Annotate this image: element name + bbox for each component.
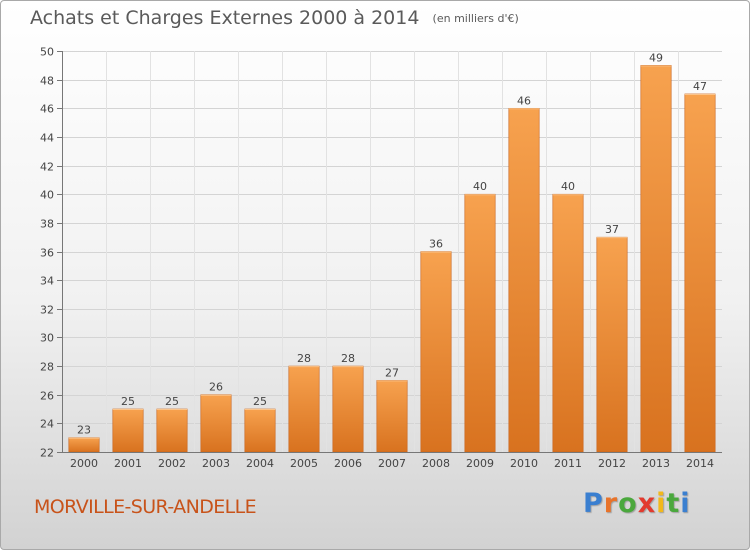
chart-header: Achats et Charges Externes 2000 à 2014 (… (30, 7, 519, 29)
y-tick-label: 48 (40, 75, 54, 88)
data-label: 27 (385, 366, 399, 379)
axes: 22 24 26 28 30 32 34 36 38 40 42 44 46 48 50 2000 2001 20… (40, 46, 722, 470)
bars (68, 65, 716, 453)
x-tick-label: 2012 (598, 457, 626, 470)
y-tick-label: 30 (40, 332, 54, 345)
x-tick-label: 2008 (422, 457, 450, 470)
data-labels: 23 25 25 26 25 28 28 27 36 40 46 40 37 49 47 (77, 51, 707, 436)
x-tick-label: 2001 (114, 457, 142, 470)
y-tick-label: 26 (40, 390, 54, 403)
bar (508, 107, 540, 453)
y-tick-label: 22 (40, 447, 54, 460)
x-tick-label: 2005 (290, 457, 318, 470)
commune-name: MORVILLE-SUR-ANDELLE (34, 496, 257, 518)
y-tick-label: 42 (40, 161, 54, 174)
data-label: 37 (605, 223, 619, 236)
bar (68, 437, 100, 453)
bar (420, 251, 452, 453)
data-label: 28 (341, 352, 355, 365)
y-tick-label: 32 (40, 304, 54, 317)
data-label: 47 (693, 80, 707, 93)
logo-letter: r (603, 488, 619, 519)
y-tick-label: 50 (40, 46, 54, 59)
y-tick-label: 24 (40, 418, 54, 431)
y-tick-label: 46 (40, 103, 54, 116)
x-tick-label: 2010 (510, 457, 538, 470)
bar (464, 193, 496, 453)
x-tick-label: 2004 (246, 457, 274, 470)
data-label: 25 (121, 395, 135, 408)
bar (332, 365, 364, 453)
data-label: 28 (297, 352, 311, 365)
x-tick-label: 2009 (466, 457, 494, 470)
proxiti-logo: Proxiti (583, 488, 691, 519)
data-label: 49 (649, 51, 663, 64)
logo-letter: i (656, 488, 667, 519)
logo-letter: t (666, 488, 681, 519)
data-label: 25 (253, 395, 267, 408)
data-label: 25 (165, 395, 179, 408)
logo-letter: P (583, 488, 604, 519)
logo-letter: x (637, 488, 657, 519)
chart-unit: (en milliers d'€) (432, 12, 519, 25)
x-tick-label: 2011 (554, 457, 582, 470)
bar (596, 236, 628, 453)
data-label: 40 (561, 180, 575, 193)
x-tick-label: 2006 (334, 457, 362, 470)
x-tick-label: 2014 (686, 457, 714, 470)
chart-title: Achats et Charges Externes 2000 à 2014 (30, 7, 420, 29)
data-label: 26 (209, 381, 223, 394)
y-tick-label: 44 (40, 132, 54, 145)
bar (244, 408, 276, 453)
data-label: 36 (429, 238, 443, 251)
data-label: 40 (473, 180, 487, 193)
bar (200, 394, 232, 453)
x-tick-label: 2007 (378, 457, 406, 470)
data-label: 23 (77, 424, 91, 437)
x-tick-label: 2013 (642, 457, 670, 470)
logo-letter: o (618, 488, 638, 519)
x-tick-label: 2003 (202, 457, 230, 470)
data-label: 46 (517, 94, 531, 107)
logo-letter: i (680, 488, 691, 519)
bar (684, 93, 716, 453)
y-tick-label: 40 (40, 189, 54, 202)
bar (112, 408, 144, 453)
bar (640, 65, 672, 453)
x-tick-label: 2000 (70, 457, 98, 470)
y-tick-label: 34 (40, 275, 54, 288)
y-tick-label: 36 (40, 247, 54, 260)
y-tick-label: 38 (40, 218, 54, 231)
y-tick-label: 28 (40, 361, 54, 374)
x-tick-label: 2002 (158, 457, 186, 470)
bar (552, 193, 584, 453)
bar (288, 365, 320, 453)
bar (376, 380, 408, 453)
bar (156, 408, 188, 453)
